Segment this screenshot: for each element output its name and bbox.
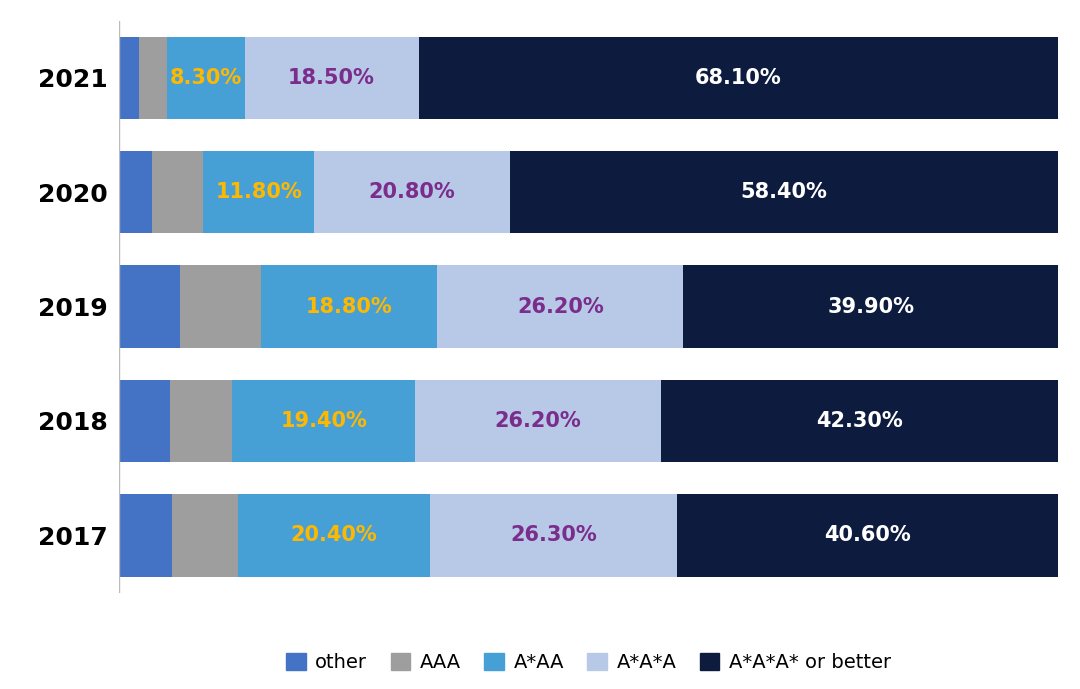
- Bar: [415, 380, 661, 462]
- Text: 26.20%: 26.20%: [517, 296, 604, 317]
- Bar: [314, 151, 510, 234]
- Bar: [151, 151, 203, 234]
- Bar: [419, 37, 1058, 119]
- Text: 26.30%: 26.30%: [510, 525, 597, 546]
- Bar: [119, 265, 180, 348]
- Text: 20.40%: 20.40%: [291, 525, 377, 546]
- Text: 18.50%: 18.50%: [288, 68, 375, 88]
- Bar: [677, 494, 1058, 577]
- Bar: [173, 494, 238, 577]
- Bar: [138, 37, 166, 119]
- Bar: [238, 494, 430, 577]
- Bar: [232, 380, 415, 462]
- Bar: [510, 151, 1058, 234]
- Text: 8.30%: 8.30%: [170, 68, 242, 88]
- Bar: [437, 265, 684, 348]
- Bar: [119, 494, 173, 577]
- Bar: [203, 151, 314, 234]
- Bar: [430, 494, 677, 577]
- Text: 20.80%: 20.80%: [368, 182, 456, 203]
- Text: 68.10%: 68.10%: [696, 68, 782, 88]
- Text: 26.20%: 26.20%: [495, 411, 581, 431]
- Bar: [245, 37, 419, 119]
- Bar: [119, 37, 138, 119]
- Bar: [119, 151, 151, 234]
- Bar: [166, 37, 245, 119]
- Text: 42.30%: 42.30%: [816, 411, 903, 431]
- Text: 39.90%: 39.90%: [827, 296, 915, 317]
- Bar: [171, 380, 232, 462]
- Text: 58.40%: 58.40%: [741, 182, 827, 203]
- Bar: [684, 265, 1058, 348]
- Bar: [260, 265, 437, 348]
- Text: 18.80%: 18.80%: [306, 296, 392, 317]
- Bar: [661, 380, 1058, 462]
- Legend: other, AAA, A*AA, A*A*A, A*A*A* or better: other, AAA, A*AA, A*A*A, A*A*A* or bette…: [279, 645, 899, 680]
- Text: 19.40%: 19.40%: [280, 411, 367, 431]
- Bar: [180, 265, 260, 348]
- Text: 11.80%: 11.80%: [215, 182, 302, 203]
- Text: 40.60%: 40.60%: [824, 525, 912, 546]
- Bar: [119, 380, 171, 462]
